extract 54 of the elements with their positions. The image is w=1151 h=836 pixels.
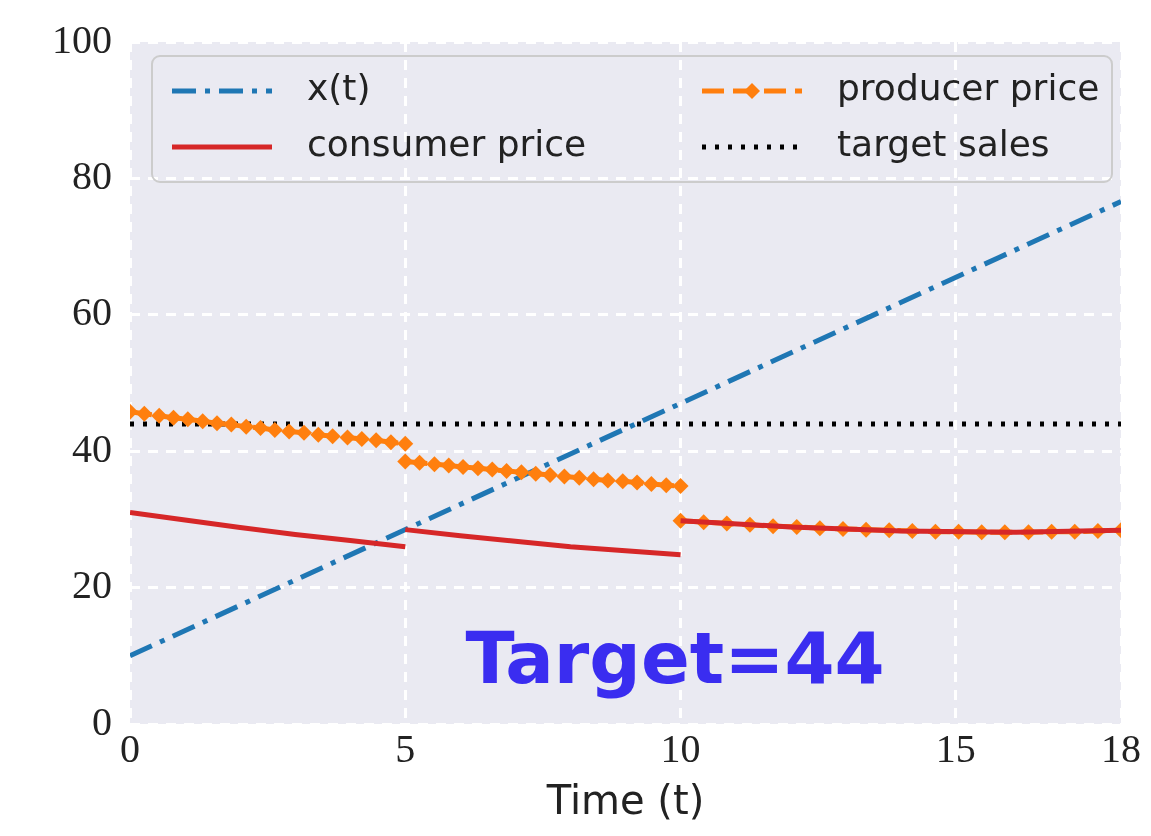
x-tick-label: 10 — [660, 725, 701, 771]
point — [498, 462, 515, 479]
point — [643, 475, 660, 492]
point — [658, 477, 675, 494]
point — [672, 477, 689, 494]
x-axis-title: Time (t) — [545, 777, 705, 824]
point — [629, 474, 646, 491]
legend-label: target sales — [837, 123, 1050, 165]
point — [599, 472, 616, 489]
point — [238, 418, 255, 435]
point — [165, 409, 182, 426]
point — [585, 471, 602, 488]
annotation: Target=44 — [465, 615, 885, 700]
point — [266, 422, 283, 439]
point — [368, 432, 385, 449]
y-tick-label: 100 — [52, 16, 112, 62]
legend-label: x(t) — [307, 67, 371, 109]
point — [295, 424, 312, 441]
point — [614, 473, 631, 490]
point — [397, 435, 414, 452]
point — [281, 423, 298, 440]
point — [382, 434, 399, 451]
point — [484, 461, 501, 478]
point — [179, 411, 196, 428]
point — [527, 465, 544, 482]
point — [469, 460, 486, 477]
point — [324, 428, 341, 445]
point — [136, 405, 153, 422]
point — [571, 469, 588, 486]
y-tick-label: 80 — [72, 152, 112, 198]
x-tick-label: 18 — [1101, 725, 1141, 771]
point — [556, 468, 573, 485]
x-tick-label: 0 — [120, 725, 140, 771]
point — [542, 467, 559, 484]
point — [252, 420, 269, 437]
y-tick-label: 20 — [72, 562, 112, 608]
x-tick-label: 15 — [935, 725, 976, 771]
point — [151, 407, 168, 424]
x-tick-label: 5 — [395, 725, 416, 771]
point — [411, 454, 428, 471]
legend-label: consumer price — [307, 123, 587, 165]
point — [194, 413, 211, 430]
point — [310, 426, 327, 443]
y-tick-label: 40 — [72, 425, 112, 471]
point — [353, 430, 370, 447]
point — [513, 464, 530, 481]
point — [397, 453, 414, 470]
point — [339, 429, 356, 446]
point — [208, 415, 225, 432]
point — [440, 457, 457, 474]
point — [426, 456, 443, 473]
y-tick-label: 60 — [72, 289, 112, 335]
point — [223, 416, 240, 433]
legend-label: producer price — [837, 67, 1100, 109]
